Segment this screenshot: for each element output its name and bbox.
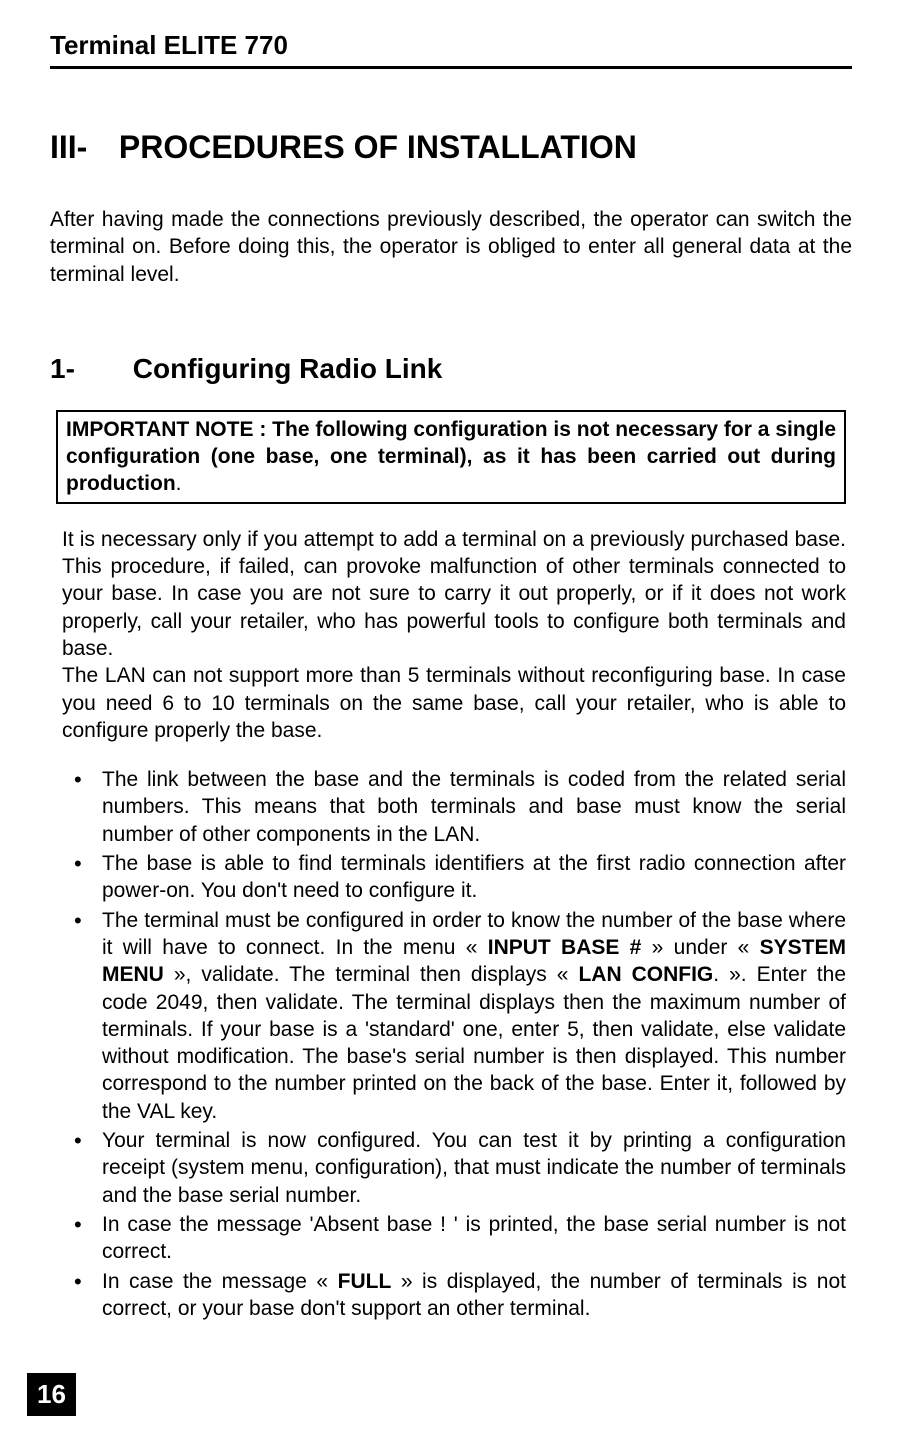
header-title: Terminal ELITE 770 [50,30,852,61]
page-number: 16 [27,1373,76,1416]
note-suffix: . [176,472,182,495]
note-text: IMPORTANT NOTE : The following configura… [66,418,836,496]
list-item: The base is able to find terminals ident… [62,850,846,905]
subsection-title: Configuring Radio Link [133,353,443,384]
important-note-box: IMPORTANT NOTE : The following configura… [56,410,846,504]
list-item: The link between the base and the termin… [62,766,846,848]
section-title: PROCEDURES OF INSTALLATION [119,129,637,165]
subsection-number: 1- [50,353,125,385]
bullet-list: The link between the base and the termin… [62,766,846,1322]
page-header: Terminal ELITE 770 [50,30,852,69]
subsection-heading: 1- Configuring Radio Link [50,353,852,385]
section-heading: III- PROCEDURES OF INSTALLATION [50,129,852,166]
body-paragraph-1: It is necessary only if you attempt to a… [62,526,846,662]
body-paragraph-2: The LAN can not support more than 5 term… [62,662,846,744]
section-number: III- [50,129,110,166]
intro-paragraph: After having made the connections previo… [50,206,852,288]
list-item: In case the message « FULL » is displaye… [62,1268,846,1323]
list-item: Your terminal is now configured. You can… [62,1127,846,1209]
list-item: In case the message 'Absent base ! ' is … [62,1211,846,1266]
list-item: The terminal must be configured in order… [62,907,846,1125]
